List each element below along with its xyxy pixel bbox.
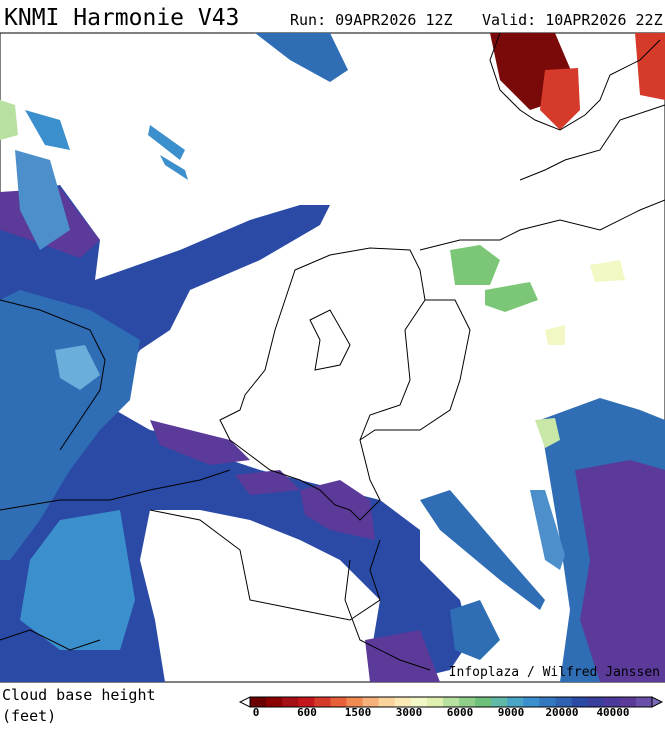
cloud-field bbox=[450, 600, 500, 660]
cloud-field bbox=[635, 33, 665, 100]
colorbar: 0 600 1500 3000 6000 9000 20000 40000 bbox=[238, 696, 664, 719]
colorbar-segment bbox=[426, 697, 444, 707]
colorbar-segment bbox=[314, 697, 331, 707]
colorbar-segment bbox=[394, 697, 412, 707]
cloud-field bbox=[300, 480, 375, 540]
cloud-field bbox=[255, 33, 348, 82]
cloud-field bbox=[0, 100, 18, 140]
colorbar-segment bbox=[523, 697, 540, 707]
valid-time: Valid: 10APR2026 22Z bbox=[482, 11, 663, 29]
cloud-field bbox=[535, 418, 560, 448]
cloud-field bbox=[365, 630, 440, 682]
legend-label: Cloud base height bbox=[2, 686, 156, 704]
colorbar-segment bbox=[619, 697, 637, 707]
map: Infoplaza / Wilfred Janssen bbox=[0, 32, 665, 683]
colorbar-end bbox=[238, 696, 251, 708]
cloud-field bbox=[235, 470, 300, 495]
cloud-field bbox=[150, 420, 250, 465]
colorbar-segment bbox=[442, 697, 460, 707]
colorbar-outline bbox=[249, 696, 653, 708]
cloud-field bbox=[25, 110, 70, 150]
colorbar-segment bbox=[635, 697, 653, 707]
colorbar-segment bbox=[555, 697, 573, 707]
colorbar-segment bbox=[587, 697, 605, 707]
cloud-field bbox=[20, 510, 135, 650]
colorbar-segment bbox=[298, 697, 315, 707]
cloud-field bbox=[0, 290, 140, 560]
colorbar-segment bbox=[362, 697, 380, 707]
cloud-field bbox=[545, 325, 565, 345]
cloud-field bbox=[15, 150, 70, 250]
colorbar-segment bbox=[571, 697, 589, 707]
colorbar-segment bbox=[410, 697, 428, 707]
cloud-field bbox=[590, 260, 625, 282]
cloud-field bbox=[55, 345, 100, 390]
colorbar-tick-label: 20000 bbox=[545, 706, 578, 719]
colorbar-segment bbox=[507, 697, 524, 707]
cloud-field bbox=[530, 490, 565, 570]
colorbar-segment bbox=[346, 697, 364, 707]
colorbar-segment bbox=[491, 697, 508, 707]
cloud-field bbox=[420, 490, 545, 610]
cloud-field bbox=[540, 68, 580, 130]
cloud-field bbox=[160, 155, 188, 180]
colorbar-segment bbox=[539, 697, 557, 707]
colorbar-segment bbox=[459, 697, 476, 707]
colorbar-tick-label: 40000 bbox=[596, 706, 629, 719]
colorbar-tick-label: 1500 bbox=[345, 706, 372, 719]
colorbar-tick-label: 600 bbox=[297, 706, 317, 719]
colorbar-tick-label: 9000 bbox=[498, 706, 525, 719]
cloud-field bbox=[485, 282, 538, 312]
colorbar-tick-label: 6000 bbox=[447, 706, 474, 719]
credit: Infoplaza / Wilfred Janssen bbox=[449, 665, 660, 680]
cloud-field bbox=[450, 245, 500, 285]
colorbar-segment bbox=[330, 697, 347, 707]
title: KNMI Harmonie V43 bbox=[4, 5, 239, 31]
colorbar-segment bbox=[250, 697, 267, 707]
colorbar-tick-label: 0 bbox=[253, 706, 260, 719]
coastlines bbox=[0, 32, 665, 671]
cloud-field bbox=[575, 460, 665, 682]
colorbar-tick-label: 3000 bbox=[396, 706, 423, 719]
cloud-field bbox=[148, 125, 185, 160]
colorbar-segment bbox=[282, 697, 299, 707]
colorbar-segment bbox=[475, 697, 492, 707]
colorbar-end bbox=[651, 696, 664, 708]
colorbar-segment bbox=[603, 697, 621, 707]
legend-unit: (feet) bbox=[2, 707, 56, 725]
colorbar-segment bbox=[266, 697, 283, 707]
colorbar-segment bbox=[378, 697, 396, 707]
run-time: Run: 09APR2026 12Z bbox=[290, 11, 453, 29]
